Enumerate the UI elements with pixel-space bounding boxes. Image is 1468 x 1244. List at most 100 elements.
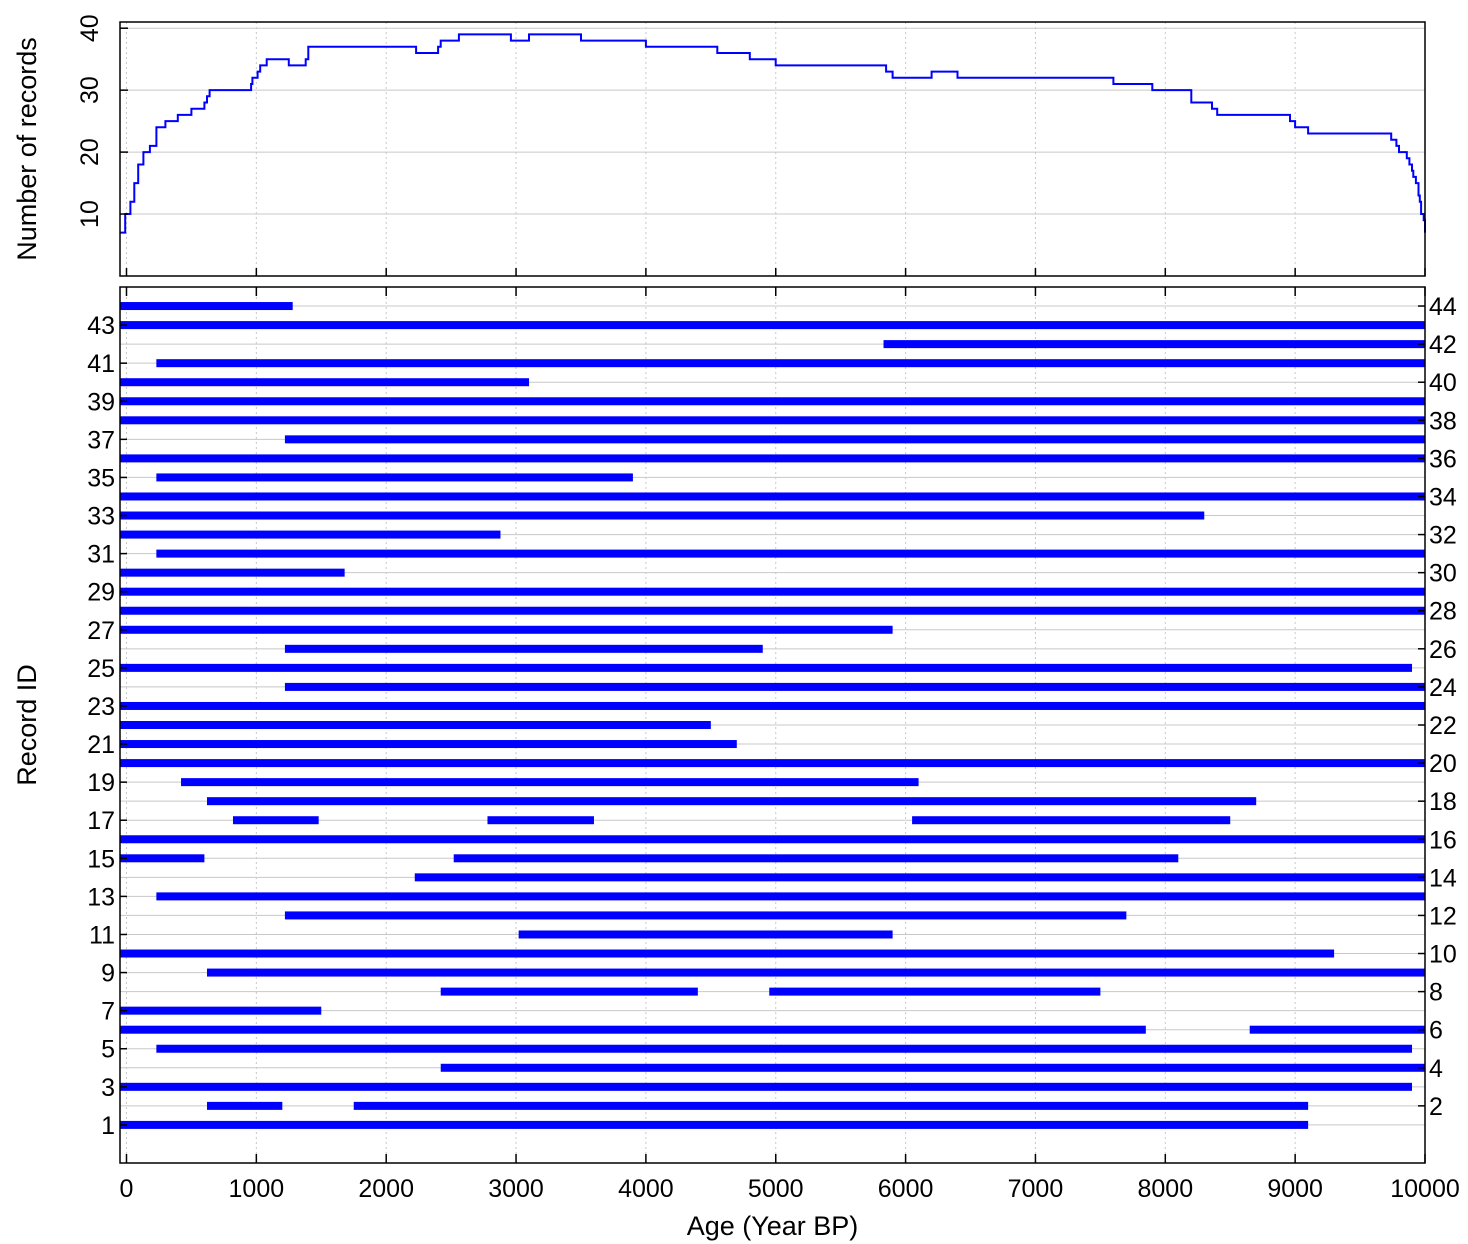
x-tick-label: 1000 [229, 1175, 285, 1203]
record-12-segment [284, 911, 1127, 920]
record-17-segment [232, 816, 319, 825]
left-y-tick-label: 35 [87, 464, 115, 492]
left-y-tick-label: 25 [87, 655, 115, 683]
left-y-tick-label: 1 [101, 1112, 115, 1140]
record-13-segment [156, 892, 1426, 901]
left-y-tick-label: 13 [87, 883, 115, 911]
record-17-segment [912, 816, 1231, 825]
record-4-segment [440, 1063, 1426, 1072]
left-y-tick-label: 33 [87, 503, 115, 531]
record-36-segment [120, 454, 1425, 463]
record-9-segment [207, 968, 1425, 977]
record-37-segment [284, 435, 1426, 444]
left-y-tick-label: 19 [87, 769, 115, 797]
left-y-tick-label: 17 [87, 807, 115, 835]
left-y-tick-label: 41 [87, 350, 115, 378]
right-y-tick-label: 18 [1429, 788, 1457, 816]
record-30-segment [120, 568, 345, 577]
record-42-segment [883, 340, 1425, 349]
left-y-tick-label: 23 [87, 693, 115, 721]
record-29-segment [120, 587, 1425, 596]
record-7-segment [120, 1006, 322, 1015]
record-33-segment [120, 511, 1205, 520]
x-tick-label: 6000 [878, 1175, 934, 1203]
right-y-tick-label: 12 [1429, 902, 1457, 930]
record-5-segment [156, 1044, 1413, 1053]
record-23-segment [120, 701, 1425, 710]
right-y-tick-label: 2 [1429, 1093, 1443, 1121]
top-panel-grid [120, 22, 1426, 276]
right-y-tick-label: 22 [1429, 712, 1457, 740]
record-32-segment [120, 530, 501, 539]
record-24-segment [284, 682, 1426, 691]
right-y-tick-label: 24 [1429, 674, 1457, 702]
left-y-tick-label: 29 [87, 579, 115, 607]
record-31-segment [156, 549, 1426, 558]
left-y-tick-label: 21 [87, 731, 115, 759]
top-panel: 10 20 30 40 Number of records [12, 14, 1426, 277]
record-15-segment [453, 854, 1179, 863]
top-y-tick-label: 20 [76, 138, 104, 166]
left-y-tick-label: 39 [87, 388, 115, 416]
record-8-segment [769, 987, 1101, 996]
left-y-tick-label: 43 [87, 312, 115, 340]
x-tick-label: 0 [120, 1175, 134, 1203]
bottom-y-axis-title: Record ID [12, 664, 42, 786]
record-coverage-bars [120, 302, 1426, 1129]
right-y-tick-label: 4 [1429, 1055, 1443, 1083]
record-26-segment [284, 644, 763, 653]
record-41-segment [156, 359, 1426, 368]
top-y-tick-label: 30 [76, 76, 104, 104]
record-18-segment [207, 797, 1257, 806]
record-28-segment [120, 606, 1425, 615]
x-tick-label: 10000 [1390, 1175, 1460, 1203]
top-y-tick-label: 40 [76, 14, 104, 42]
x-tick-label: 3000 [488, 1175, 544, 1203]
right-y-tick-label: 38 [1429, 407, 1457, 435]
bottom-panel: 0 1000 2000 3000 4000 5000 6000 7000 8000 9000 100… [12, 286, 1460, 1241]
x-tick-label: 7000 [1008, 1175, 1064, 1203]
record-20-segment [120, 759, 1425, 768]
record-2-segment [207, 1101, 283, 1110]
record-3-segment [120, 1082, 1413, 1091]
record-27-segment [120, 625, 893, 634]
top-panel-frame [119, 21, 1426, 277]
record-34-segment [120, 492, 1425, 501]
record-43-segment [120, 321, 1425, 330]
right-y-tick-label: 44 [1429, 293, 1457, 321]
record-25-segment [120, 663, 1413, 672]
record-2-segment [353, 1101, 1309, 1110]
right-y-tick-label: 36 [1429, 445, 1457, 473]
x-tick-label: 9000 [1267, 1175, 1323, 1203]
right-y-tick-label: 40 [1429, 369, 1457, 397]
right-y-tick-label: 30 [1429, 560, 1457, 588]
left-y-tick-label: 37 [87, 426, 115, 454]
left-y-tick-label: 15 [87, 845, 115, 873]
right-y-tick-label: 10 [1429, 941, 1457, 969]
left-y-tick-label: 9 [101, 960, 115, 988]
left-y-tick-label: 5 [101, 1036, 115, 1064]
right-y-tick-label: 14 [1429, 864, 1457, 892]
right-y-tick-label: 20 [1429, 750, 1457, 778]
x-tick-label: 4000 [618, 1175, 674, 1203]
x-tick-label: 8000 [1137, 1175, 1193, 1203]
record-17-segment [487, 816, 594, 825]
right-y-tick-label: 6 [1429, 1017, 1443, 1045]
right-y-tick-label: 8 [1429, 979, 1443, 1007]
left-y-tick-label: 3 [101, 1074, 115, 1102]
record-15-segment [120, 854, 205, 863]
record-1-segment [120, 1120, 1309, 1129]
record-21-segment [120, 740, 737, 749]
record-38-segment [120, 416, 1425, 425]
right-y-tick-label: 26 [1429, 636, 1457, 664]
left-y-tick-label: 11 [89, 921, 115, 949]
record-count-series [120, 33, 1426, 234]
top-y-axis-title: Number of records [12, 37, 42, 261]
x-tick-label: 5000 [748, 1175, 804, 1203]
left-y-tick-label: 7 [101, 998, 115, 1026]
record-count-line [120, 33, 1426, 234]
right-y-tick-label: 42 [1429, 331, 1457, 359]
left-y-tick-label: 31 [87, 541, 115, 569]
record-6-segment [120, 1025, 1146, 1034]
